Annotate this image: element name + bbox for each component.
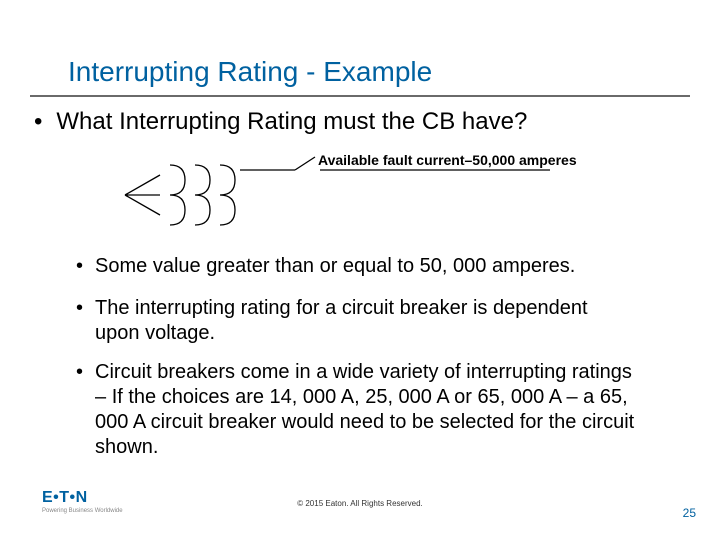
page-number: 25 xyxy=(683,506,696,520)
main-bullet: • What Interrupting Rating must the CB h… xyxy=(34,108,527,136)
bullet-dot: • xyxy=(76,254,83,279)
sub-bullet-text: Some value greater than or equal to 50, … xyxy=(95,254,575,279)
bullet-dot: • xyxy=(34,108,42,136)
logo-tagline: Powering Business Worldwide xyxy=(42,508,123,514)
sub-bullet-3: • Circuit breakers come in a wide variet… xyxy=(76,360,635,460)
sub-bullet-1: • Some value greater than or equal to 50… xyxy=(76,254,575,279)
title-underline xyxy=(30,95,690,97)
bullet-dot: • xyxy=(76,296,83,346)
copyright-text: © 2015 Eaton. All Rights Reserved. xyxy=(0,499,720,508)
sub-bullet-text: The interrupting rating for a circuit br… xyxy=(95,296,635,346)
sub-bullet-2: • The interrupting rating for a circuit … xyxy=(76,296,635,346)
bullet-dot: • xyxy=(76,360,83,460)
fault-current-label: Available fault current–50,000 amperes xyxy=(318,152,577,168)
main-bullet-text: What Interrupting Rating must the CB hav… xyxy=(56,108,527,136)
sub-bullet-text: Circuit breakers come in a wide variety … xyxy=(95,360,635,460)
slide-title: Interrupting Rating - Example xyxy=(68,56,432,88)
